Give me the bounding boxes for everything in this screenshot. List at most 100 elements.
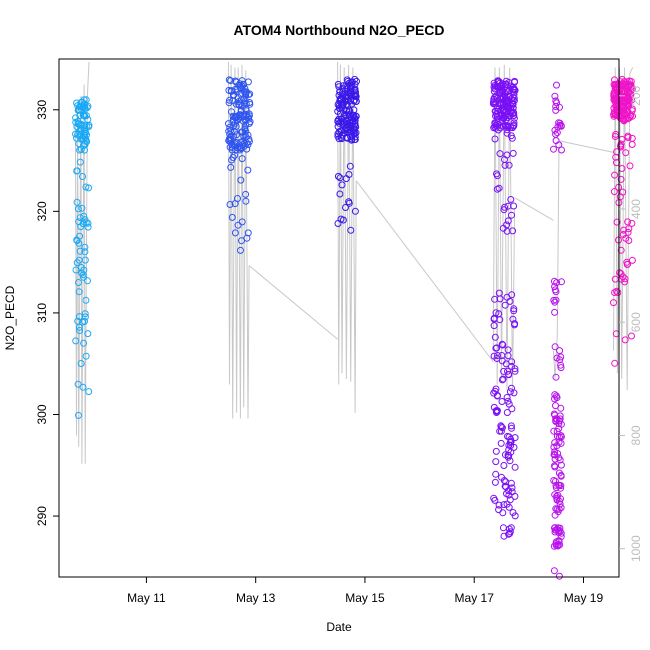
point-series-3 — [342, 118, 350, 126]
point-series-4 — [504, 217, 512, 225]
point-series-5 — [551, 455, 559, 463]
point-series-1 — [75, 323, 83, 331]
point-series-1 — [85, 388, 93, 396]
point-series-3 — [344, 120, 352, 127]
point-series-1 — [76, 247, 84, 255]
pressure-trace-3 — [337, 61, 357, 413]
point-series-5 — [555, 438, 563, 446]
point-series-3 — [334, 172, 342, 180]
point-series-4 — [495, 506, 503, 514]
point-series-6 — [613, 218, 621, 226]
point-series-6 — [611, 81, 619, 89]
point-series-3 — [350, 124, 358, 132]
y-axis: 290 300 310 320 330 — [35, 99, 59, 526]
point-series-4 — [510, 305, 518, 313]
point-series-4 — [510, 122, 518, 130]
point-series-4 — [501, 482, 509, 490]
point-series-1 — [76, 112, 84, 120]
point-series-1 — [82, 183, 90, 191]
transit-line-3 — [514, 197, 554, 221]
point-series-6 — [621, 336, 629, 344]
point-series-3 — [351, 116, 359, 124]
point-series-6 — [625, 81, 633, 89]
point-series-4 — [509, 100, 517, 107]
point-series-3 — [352, 112, 360, 120]
point-series-4 — [505, 491, 513, 499]
x-axis: May 11 May 13 May 15 May 17 May 19 — [127, 577, 603, 605]
point-series-5 — [552, 296, 560, 304]
point-series-5 — [552, 106, 560, 114]
point-series-3 — [337, 96, 345, 104]
point-series-5 — [552, 477, 559, 485]
y2-tick-label: 1000 — [629, 535, 643, 562]
point-series-4 — [510, 91, 518, 99]
point-series-4 — [504, 352, 512, 360]
point-series-4 — [509, 509, 517, 516]
point-series-4 — [511, 367, 519, 375]
point-series-4 — [511, 78, 518, 86]
point-series-3 — [343, 121, 351, 129]
point-series-4 — [493, 355, 501, 362]
point-series-6 — [611, 359, 619, 367]
point-series-5 — [551, 491, 559, 499]
point-series-5 — [557, 504, 565, 512]
point-series-4 — [498, 104, 506, 112]
point-series-6 — [624, 115, 632, 122]
point-series-4 — [491, 135, 499, 143]
transit-line-4 — [560, 140, 614, 153]
point-series-6 — [617, 143, 625, 151]
point-series-4 — [505, 446, 513, 454]
point-series-4 — [490, 322, 498, 330]
point-series-1 — [74, 317, 82, 325]
point-series-6 — [626, 162, 634, 170]
point-series-5 — [557, 404, 565, 412]
point-series-4 — [492, 344, 500, 352]
point-series-6 — [610, 188, 618, 196]
point-series-4 — [506, 388, 514, 396]
point-series-5 — [550, 567, 558, 575]
point-series-4 — [496, 295, 504, 303]
point-series-1 — [73, 134, 81, 142]
y-axis-label: N2O_PECD — [3, 285, 17, 350]
point-series-1 — [75, 279, 82, 286]
point-series-2 — [238, 218, 246, 226]
point-series-4 — [505, 370, 512, 378]
point-series-1 — [81, 313, 89, 321]
point-series-2 — [237, 106, 245, 114]
point-series-4 — [503, 126, 511, 134]
point-series-1 — [81, 105, 89, 112]
point-series-3 — [348, 78, 356, 86]
point-series-2 — [237, 246, 244, 254]
point-series-5 — [553, 492, 561, 500]
point-series-1 — [81, 243, 89, 251]
point-series-4 — [498, 423, 505, 431]
y-tick-label: 310 — [35, 303, 49, 323]
y-tick-label: 330 — [35, 99, 49, 119]
point-series-6 — [619, 231, 627, 238]
point-series-5 — [557, 364, 565, 372]
point-series-4 — [504, 110, 512, 117]
point-series-4 — [497, 439, 505, 447]
point-series-2 — [232, 100, 240, 108]
point-series-5 — [550, 451, 558, 458]
point-series-4 — [503, 151, 511, 159]
point-series-6 — [614, 289, 622, 296]
point-series-1 — [84, 219, 92, 227]
point-series-4 — [492, 309, 500, 317]
point-series-2 — [242, 197, 250, 205]
point-series-5 — [551, 92, 559, 100]
point-series-1 — [81, 122, 89, 130]
point-series-5 — [555, 481, 563, 489]
point-series-5 — [552, 538, 560, 546]
point-series-4 — [491, 387, 499, 395]
point-series-4 — [511, 463, 519, 471]
point-series-6 — [628, 219, 636, 227]
transit-line-1 — [248, 265, 338, 340]
point-series-1 — [73, 198, 81, 206]
point-series-6 — [611, 275, 619, 283]
point-series-6 — [620, 117, 628, 125]
point-series-4 — [493, 113, 501, 121]
point-series-4 — [491, 478, 499, 486]
point-series-5 — [551, 448, 559, 456]
point-series-2 — [227, 163, 235, 171]
